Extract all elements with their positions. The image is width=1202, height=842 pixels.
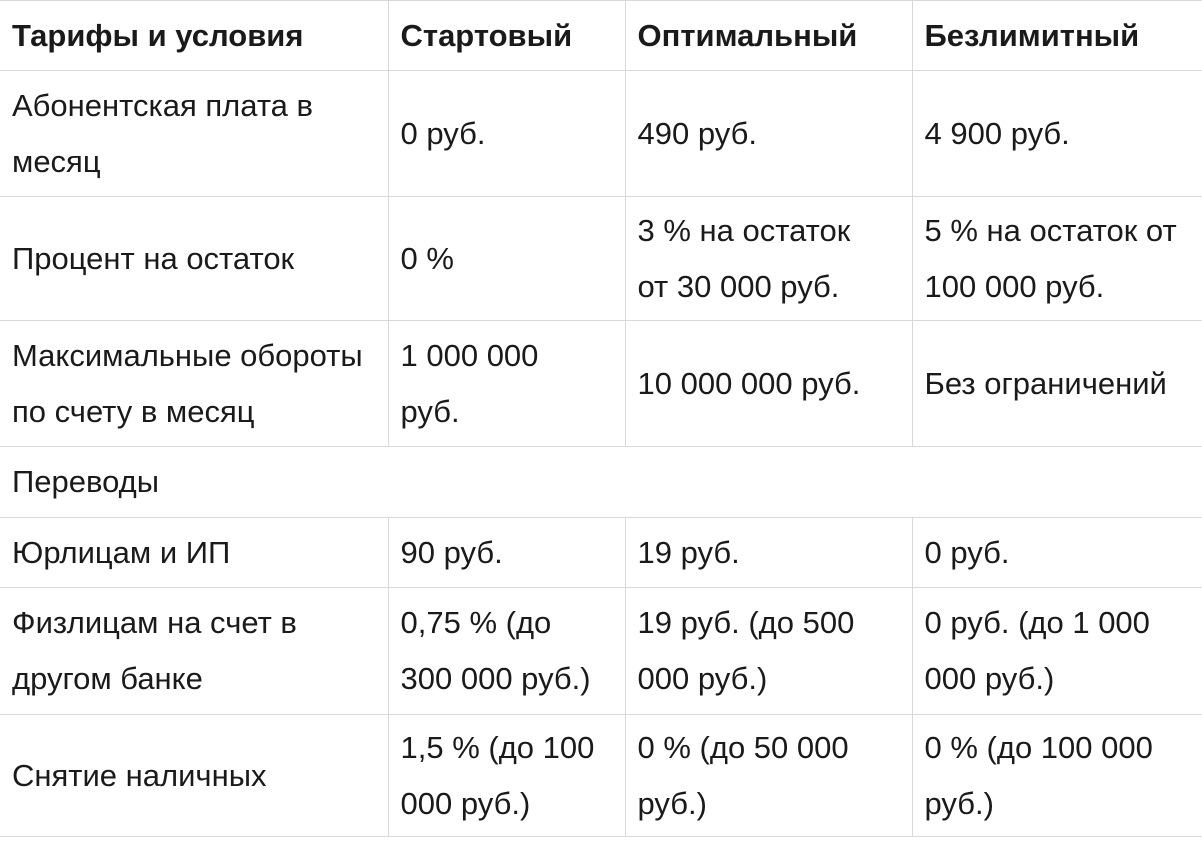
table-cell: 0 руб. (до 1 000 000 руб.) [911, 587, 1202, 715]
table-cell: 10 000 000 руб. [624, 320, 913, 447]
table-cell: 3 % на остаток от 30 000 руб. [624, 196, 913, 321]
row-label: Процент на остаток [0, 196, 389, 321]
table-header-row: Тарифы и условия Стартовый Оптимальный Б… [0, 0, 1202, 71]
section-row: Переводы [0, 446, 1202, 518]
table-row: Абонентская плата в месяц 0 руб. 490 руб… [0, 70, 1202, 197]
column-header-bezlimitnyy: Безлимитный [911, 0, 1202, 71]
row-label: Юрлицам и ИП [0, 517, 389, 588]
table-cell: 1 000 000 руб. [387, 320, 626, 447]
table-cell: 490 руб. [624, 70, 913, 197]
row-label: Снятие наличных [0, 714, 389, 837]
table-cell: 19 руб. (до 500 000 руб.) [624, 587, 913, 715]
column-header-optimalnyy: Оптимальный [624, 0, 913, 71]
table-cell: 19 руб. [624, 517, 913, 588]
table-cell: 0 % [387, 196, 626, 321]
table-cell: 4 900 руб. [911, 70, 1202, 197]
row-label: Физлицам на счет в другом банке [0, 587, 389, 715]
table-row: Снятие наличных 1,5 % (до 100 000 руб.) … [0, 714, 1202, 837]
section-header: Переводы [0, 446, 1202, 518]
table-row: Процент на остаток 0 % 3 % на остаток от… [0, 196, 1202, 321]
table-row: Физлицам на счет в другом банке 0,75 % (… [0, 587, 1202, 715]
row-label: Абонентская плата в месяц [0, 70, 389, 197]
table-cell: 0 руб. [387, 70, 626, 197]
table-cell: Без ограничений [911, 320, 1202, 447]
table-cell: 0 руб. [911, 517, 1202, 588]
table-cell: 90 руб. [387, 517, 626, 588]
table-row: Юрлицам и ИП 90 руб. 19 руб. 0 руб. [0, 517, 1202, 588]
row-label: Максимальные обороты по счету в месяц [0, 320, 389, 447]
column-header-conditions: Тарифы и условия [0, 0, 389, 71]
table-row: Максимальные обороты по счету в месяц 1 … [0, 320, 1202, 447]
table-cell: 1,5 % (до 100 000 руб.) [387, 714, 626, 837]
table-cell: 5 % на остаток от 100 000 руб. [911, 196, 1202, 321]
table-cell: 0 % (до 100 000 руб.) [911, 714, 1202, 837]
column-header-startovyy: Стартовый [387, 0, 626, 71]
table-cell: 0,75 % (до 300 000 руб.) [387, 587, 626, 715]
table-cell: 0 % (до 50 000 руб.) [624, 714, 913, 837]
